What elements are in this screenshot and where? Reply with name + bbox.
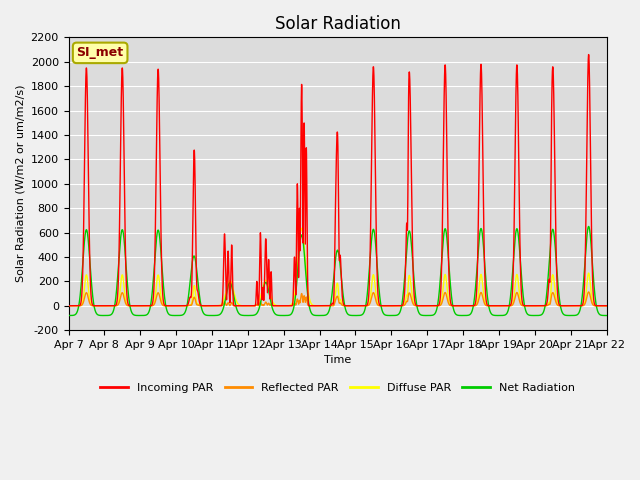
Legend: Incoming PAR, Reflected PAR, Diffuse PAR, Net Radiation: Incoming PAR, Reflected PAR, Diffuse PAR…: [96, 379, 579, 398]
Text: SI_met: SI_met: [77, 47, 124, 60]
X-axis label: Time: Time: [324, 355, 351, 365]
Y-axis label: Solar Radiation (W/m2 or um/m2/s): Solar Radiation (W/m2 or um/m2/s): [15, 85, 25, 283]
Title: Solar Radiation: Solar Radiation: [275, 15, 401, 33]
